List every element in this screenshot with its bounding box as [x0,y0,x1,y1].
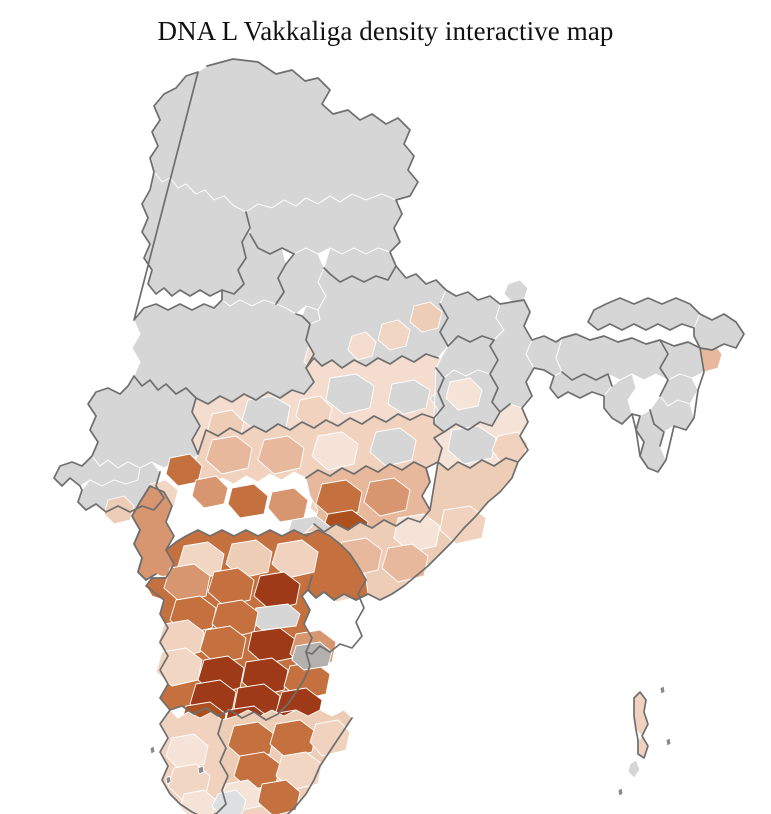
region-mp-grey-2[interactable] [325,373,375,415]
region-ka-grey-1[interactable] [249,603,301,631]
border-wb-jharkhand [489,339,499,375]
border-karnataka-andhra [301,579,369,655]
region-ap-light-1[interactable] [393,513,441,553]
region-ka-dark-1[interactable] [253,571,301,611]
border-country-outline [53,58,745,814]
region-ka-dark-2[interactable] [247,627,297,665]
region-mh-mid-3[interactable] [267,487,309,523]
region-ka-mid-2[interactable] [207,567,255,607]
region-mh-light-1[interactable] [311,431,359,471]
border-jk-himachal [221,211,251,295]
region-tn-light-1[interactable] [309,719,351,757]
region-ka-grey-2[interactable] [291,641,333,671]
district-layer [53,58,745,814]
border-assam-meghalaya [561,371,613,387]
page-title: DNA L Vakkaliga density interactive map [157,16,614,46]
region-ka-light-4[interactable] [157,619,205,659]
region-odisha-light[interactable] [491,431,529,465]
map-container[interactable] [0,48,771,814]
india-choropleth-map[interactable] [0,48,771,814]
border-bihar-jharkhand [447,335,495,347]
border-karnataka-tamilnadu [169,651,311,721]
region-district-light-2[interactable] [377,319,411,351]
border-up-bihar [439,303,449,347]
border-haryana-up [295,313,311,341]
border-kerala-tamilnadu [215,719,229,814]
border-maharashtra-telangana [305,461,431,483]
region-mp-grey-3[interactable] [387,379,431,415]
border-up-mp [305,353,439,369]
region-ap-light-2[interactable] [439,505,487,545]
region-cg-light-1[interactable] [445,377,483,411]
border-telangana-andhra [313,517,421,533]
region-coast-dot-1[interactable] [149,745,156,755]
region-tg-mid-2[interactable] [363,477,411,517]
region-lakshadweep-2[interactable] [197,765,205,775]
region-andaman-dot-1[interactable] [659,685,666,695]
region-assam[interactable] [555,333,705,381]
region-andaman-south[interactable] [627,759,641,779]
region-odisha-grey[interactable] [447,425,497,465]
region-tn-light-4[interactable] [234,805,276,814]
border-uttarakhand-up [323,265,397,283]
region-tn-grey-1[interactable] [211,789,247,814]
region-district-light-6[interactable] [103,495,135,525]
region-sikkim[interactable] [503,279,529,303]
region-ap-mid-2[interactable] [381,543,429,583]
border-andaman-outline [633,691,649,759]
region-tn-mid-1[interactable] [227,721,275,761]
region-tg-mid-1[interactable] [315,479,363,519]
region-arunachal-east[interactable] [693,313,745,351]
region-andaman-dot-3[interactable] [617,787,624,797]
region-mh-mid-1[interactable] [205,435,253,475]
region-tn-mid-2[interactable] [269,719,317,759]
state-border-layer [53,58,745,814]
region-district-light-3[interactable] [409,301,443,333]
border-manipur-mizoram [649,409,665,447]
region-district-light-4[interactable] [347,331,377,361]
border-west-coast [131,485,151,581]
border-mp-chhattisgarh [433,367,445,433]
border-maharashtra-karnataka [165,529,367,581]
region-mh-dark-2[interactable] [191,475,229,509]
border-tripura-mizoram [631,413,645,457]
region-bihar[interactable] [439,289,505,347]
border-punjab-haryana [275,253,295,305]
region-mh-mid-2[interactable] [257,435,305,475]
region-kerala-light-3[interactable] [179,789,217,814]
region-tn-mid-4[interactable] [257,779,301,814]
border-gujarat-mp [191,397,201,455]
border-assam-nagaland [659,339,669,397]
border-jharkhand-odisha [489,373,501,413]
region-ka-mid-5[interactable] [199,625,247,665]
border-odisha-andhra [433,431,449,471]
region-tn-light-2[interactable] [275,751,323,791]
region-ka-light-3[interactable] [271,539,319,579]
border-himachal-punjab [249,233,295,255]
region-mh-dark-3[interactable] [227,483,269,519]
region-kerala-light-1[interactable] [165,733,209,771]
border-rajasthan-mp [195,339,315,405]
region-mh-grey-1[interactable] [369,427,417,467]
region-ka-mid-1[interactable] [163,563,211,603]
border-mp-maharashtra [197,413,435,455]
region-lakshadweep-1[interactable] [165,775,172,785]
region-andaman-dot-2[interactable] [665,737,672,747]
